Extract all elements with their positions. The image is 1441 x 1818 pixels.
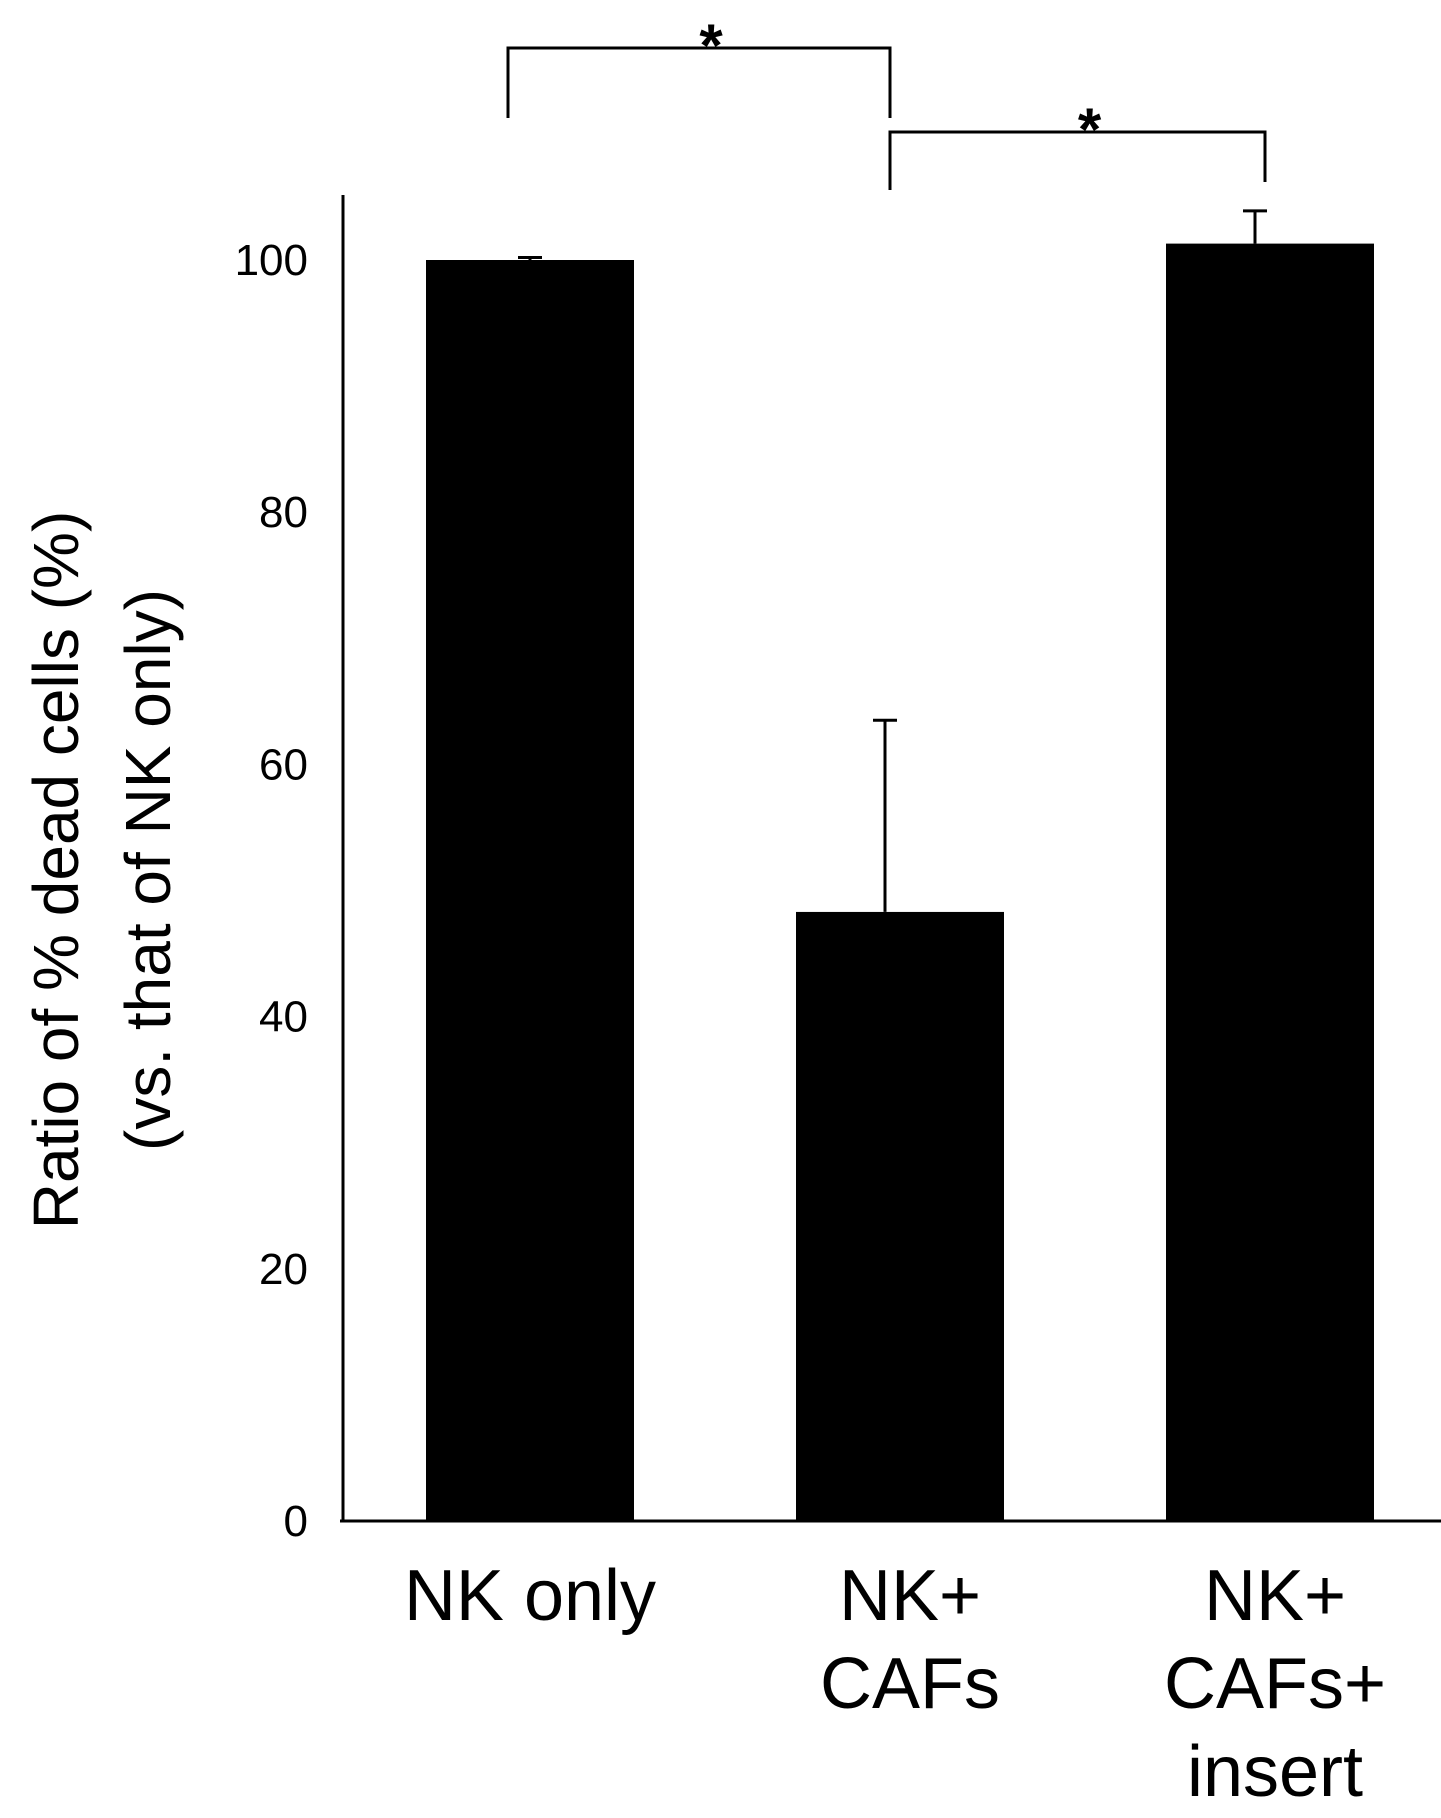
y-tick-labels: 0 20 40 60 80 100 [235,236,308,1546]
y-axis-label-line: (vs. that of NK only) [112,589,184,1151]
error-bar [1243,209,1267,244]
y-tick-label: 60 [259,740,308,789]
category-label: NK+ CAFs [820,1556,1000,1724]
y-tick-label: 100 [235,236,308,285]
significance-star: * [1078,96,1102,163]
bar [426,260,634,1521]
significance-bracket: * [888,96,1267,190]
y-tick-label: 0 [284,1497,308,1546]
bars [426,243,1374,1522]
significance-brackets: ** [506,12,1267,190]
y-axis-label-line: Ratio of % dead cells (%) [20,511,92,1230]
error-bar [518,255,542,260]
y-axis-label: Ratio of % dead cells (%) (vs. that of NK… [20,511,184,1230]
bar [796,911,1004,1521]
category-label: NK+ CAFs+ insert [1164,1556,1386,1812]
y-tick-label: 40 [259,993,308,1042]
error-bar [873,718,897,912]
bar [1166,243,1374,1522]
category-label: NK only [404,1556,656,1636]
category-labels: NK only NK+ CAFs NK+ CAFs+ insert [404,1556,1386,1812]
y-tick-label: 80 [259,488,308,537]
y-tick-label: 20 [259,1245,308,1294]
error-bars [518,209,1267,912]
significance-star: * [699,12,723,79]
significance-bracket: * [506,12,892,118]
